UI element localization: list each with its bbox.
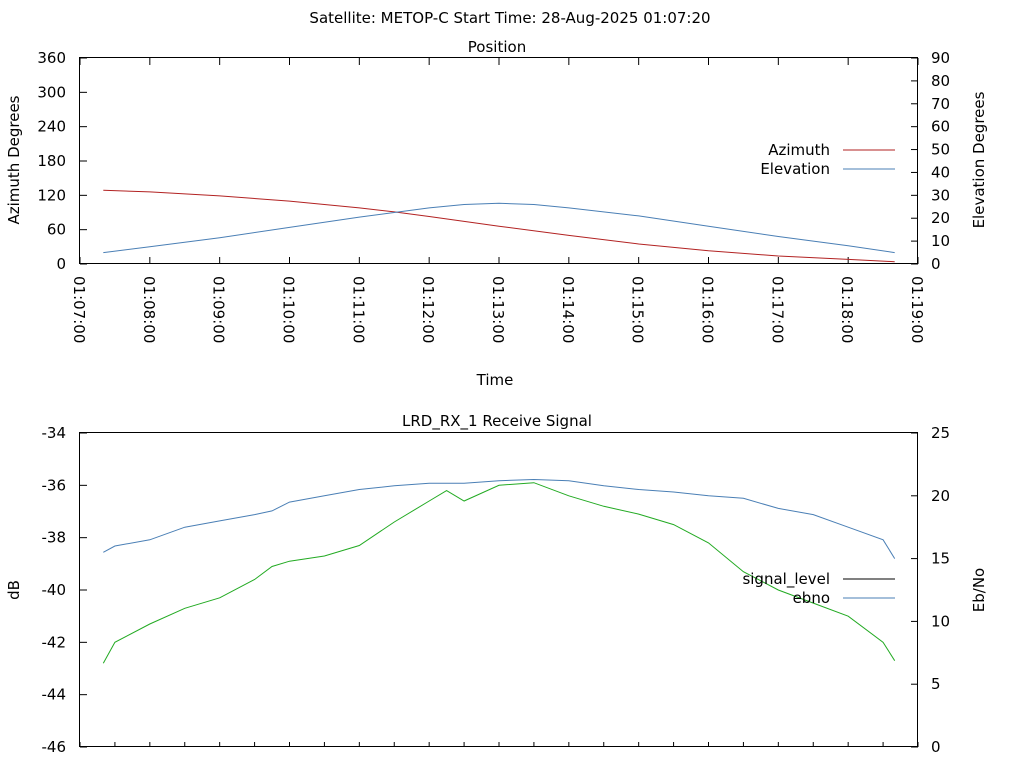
position-x-axis-label: Time	[476, 371, 514, 389]
y2-tick-label: 0	[931, 255, 941, 273]
legend-label-ebno: ebno	[793, 589, 830, 607]
y-tick-label: 0	[56, 255, 66, 273]
position-y2-axis-label: Elevation Degrees	[970, 91, 988, 228]
y-tick-label: 360	[37, 49, 66, 67]
legend-label-azimuth: Azimuth	[768, 141, 830, 159]
series-line-signal-level	[102, 482, 896, 664]
y2-tick-label: 25	[931, 424, 950, 442]
x-tick-label: 01:13:00	[489, 276, 507, 343]
y2-tick-label: 10	[931, 232, 950, 250]
signal-plot: LRD_RX_1 Receive Signal dB Eb/No -46-44-…	[5, 412, 988, 756]
position-plot-title: Position	[468, 38, 526, 56]
y2-tick-label: 15	[931, 550, 950, 568]
position-y-axis-label: Azimuth Degrees	[5, 95, 23, 224]
series-line-ebno	[103, 478, 896, 559]
series-line-elevation	[103, 202, 895, 254]
y-tick-label: 180	[37, 152, 66, 170]
y2-tick-label: 10	[931, 612, 950, 630]
y-tick-label: -40	[42, 581, 67, 599]
y2-tick-label: 80	[931, 72, 950, 90]
position-tick-group: 0 60 120 180 240 300 360 0 10 20 30 40 50 60 70 80 90 01:…	[37, 49, 950, 343]
y2-tick-label: 90	[931, 49, 950, 67]
signal-plot-title: LRD_RX_1 Receive Signal	[402, 412, 592, 431]
x-tick-label: 01:18:00	[838, 276, 856, 343]
signal-y-axis-label: dB	[5, 580, 23, 600]
legend-label-elevation: Elevation	[760, 160, 830, 178]
position-plot: Position Azimuth Degrees Elevation Degre…	[5, 38, 988, 389]
position-series-group	[103, 189, 895, 263]
y-tick-label: 120	[37, 186, 66, 204]
x-tick-label: 01:16:00	[699, 276, 717, 343]
y-tick-label: -36	[42, 476, 67, 494]
y-tick-label: 60	[47, 221, 66, 239]
y2-tick-label: 20	[931, 209, 950, 227]
y2-tick-label: 20	[931, 487, 950, 505]
y2-tick-label: 60	[931, 118, 950, 136]
y-tick-label: 300	[37, 83, 66, 101]
y2-tick-label: 70	[931, 95, 950, 113]
x-tick-label: 01:15:00	[629, 276, 647, 343]
x-tick-label: 01:11:00	[349, 276, 367, 343]
x-tick-label: 01:10:00	[280, 276, 298, 343]
series-line-azimuth	[103, 189, 895, 263]
y-tick-label: -42	[42, 633, 67, 651]
x-tick-label: 01:17:00	[768, 276, 786, 343]
y2-tick-label: 0	[931, 738, 941, 756]
signal-y2-axis-label: Eb/No	[970, 568, 988, 612]
x-tick-label: 01:19:00	[908, 276, 926, 343]
x-tick-label: 01:08:00	[140, 276, 158, 343]
x-tick-label: 01:09:00	[210, 276, 228, 343]
y2-tick-label: 40	[931, 163, 950, 181]
signal-tick-group: -46 -44 -42 -40 -38 -36 -34 0 5 10 15 20 25	[42, 424, 951, 756]
y-tick-label: -44	[42, 686, 67, 704]
y-tick-label: 240	[37, 118, 66, 136]
y2-tick-label: 50	[931, 141, 950, 159]
y-tick-label: -46	[42, 738, 67, 756]
figure-title: Satellite: METOP-C Start Time: 28-Aug-20…	[309, 9, 710, 27]
y-tick-label: -34	[42, 424, 67, 442]
x-tick-label: 01:14:00	[559, 276, 577, 343]
x-tick-label: 01:12:00	[419, 276, 437, 343]
x-tick-label: 01:07:00	[70, 276, 88, 343]
y2-tick-label: 30	[931, 186, 950, 204]
y-tick-label: -38	[42, 529, 67, 547]
y2-tick-label: 5	[931, 675, 941, 693]
signal-series-group	[102, 478, 896, 664]
legend-label-signal-level: signal_level	[742, 570, 830, 589]
